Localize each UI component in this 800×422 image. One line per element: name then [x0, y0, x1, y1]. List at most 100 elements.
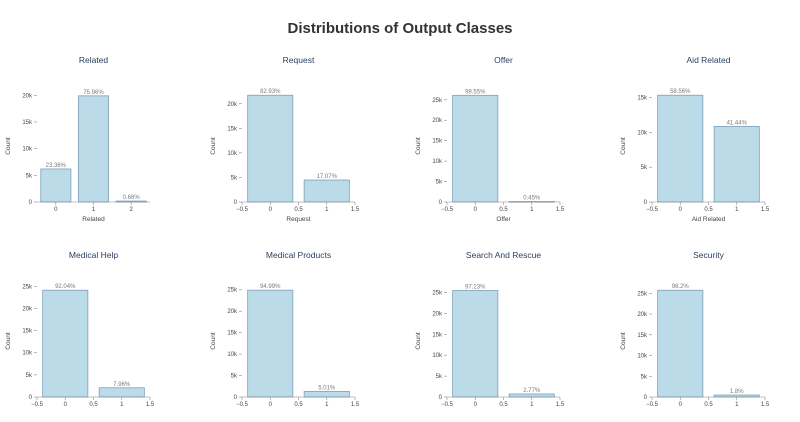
- x-tick-label: 1.5: [761, 207, 770, 213]
- bar: [452, 290, 499, 398]
- y-tick-label: 5k: [641, 374, 648, 380]
- x-tick-label: 1: [325, 402, 329, 408]
- chart-title: Aid Related: [687, 55, 731, 65]
- y-tick-label: 15k: [637, 96, 648, 102]
- y-tick-label: 20k: [227, 309, 238, 315]
- bar: [98, 387, 145, 398]
- chart-panel: Related 0 5k 10k 15k 20k Count 0 1 2 Related 23.36%…: [0, 45, 200, 227]
- x-tick-label: 0: [269, 402, 273, 408]
- y-tick-label: 25k: [432, 291, 443, 297]
- data-label: 97.23%: [465, 285, 486, 291]
- x-axis-label: Related: [82, 216, 105, 223]
- y-tick-label: 5k: [641, 165, 648, 171]
- data-label: 0.45%: [523, 196, 541, 202]
- y-tick-label: 10k: [432, 159, 443, 165]
- chart-title: Medical Products: [266, 250, 331, 260]
- y-tick-label: 5k: [26, 373, 33, 379]
- y-tick-label: 25k: [637, 291, 648, 297]
- y-tick-label: 0: [644, 200, 648, 206]
- chart-title: Related: [79, 55, 109, 65]
- x-tick-label: −0.5: [441, 402, 454, 408]
- x-tick-label: 0.5: [704, 402, 713, 408]
- y-axis-label: Count: [415, 332, 422, 350]
- data-label: 5.01%: [318, 385, 336, 391]
- x-tick-label: 0.5: [704, 207, 713, 213]
- y-tick-label: 0: [439, 395, 443, 401]
- y-tick-label: 20k: [22, 93, 33, 99]
- y-tick-label: 15k: [432, 139, 443, 145]
- data-label: 17.07%: [317, 174, 338, 180]
- y-tick-label: 10k: [637, 354, 648, 360]
- x-tick-label: −0.5: [236, 402, 249, 408]
- y-tick-label: 5k: [436, 374, 443, 380]
- bar: [713, 126, 760, 203]
- bar-chart: Medical Products 0 5k 10k 15k 20k 25k Count −0.5…: [210, 250, 360, 408]
- x-tick-label: 0: [474, 207, 478, 213]
- data-label: 92.04%: [55, 284, 76, 290]
- y-tick-label: 5k: [436, 180, 443, 186]
- y-tick-label: 10k: [432, 353, 443, 359]
- x-tick-label: 1.5: [556, 402, 565, 408]
- y-tick-label: 0: [644, 395, 648, 401]
- x-tick-label: 1: [325, 207, 329, 213]
- bar: [247, 289, 294, 398]
- x-tick-label: 1: [530, 402, 534, 408]
- x-tick-label: −0.5: [236, 207, 249, 213]
- x-tick-label: 0: [64, 402, 68, 408]
- chart-panel: Aid Related 0 5k 10k 15k Count −0.5 0 0.5 1 1.5 Aid…: [615, 45, 800, 227]
- y-axis-label: Count: [620, 332, 627, 350]
- data-label: 23.36%: [46, 163, 67, 169]
- y-tick-label: 15k: [227, 126, 238, 132]
- data-label: 2.77%: [523, 388, 541, 394]
- y-tick-label: 5k: [231, 175, 238, 181]
- x-tick-label: 1.5: [146, 402, 155, 408]
- bar: [508, 393, 555, 398]
- page-title: Distributions of Output Classes: [287, 20, 513, 37]
- data-label: 41.44%: [727, 120, 748, 126]
- chart-panel: Security 0 5k 10k 15k 20k 25k Count −0.5 0 0.5 1 1.5…: [615, 240, 800, 422]
- y-tick-label: 5k: [26, 173, 33, 179]
- y-tick-label: 20k: [432, 311, 443, 317]
- data-label: 98.2%: [672, 284, 690, 290]
- x-tick-label: 0.5: [294, 207, 303, 213]
- y-tick-label: 0: [439, 200, 443, 206]
- y-tick-label: 20k: [432, 118, 443, 124]
- data-label: 99.55%: [465, 89, 486, 95]
- y-tick-label: 10k: [227, 151, 238, 157]
- x-tick-label: 0.5: [294, 402, 303, 408]
- x-tick-label: 1.5: [351, 402, 360, 408]
- data-label: 58.56%: [670, 89, 691, 95]
- chart-panel: Medical Products 0 5k 10k 15k 20k 25k Count −0.5…: [205, 240, 405, 422]
- data-label: 1.8%: [730, 389, 744, 395]
- x-tick-label: −0.5: [31, 402, 44, 408]
- y-tick-label: 25k: [227, 288, 238, 294]
- y-tick-label: 0: [234, 200, 238, 206]
- y-axis-label: Count: [5, 137, 12, 155]
- y-tick-label: 10k: [637, 130, 648, 136]
- x-tick-label: 1: [92, 207, 96, 213]
- bar-chart: Related 0 5k 10k 15k 20k Count 0 1 2 Related 23.36%…: [5, 55, 150, 223]
- data-label: 94.99%: [260, 284, 281, 290]
- x-tick-label: 0: [679, 402, 683, 408]
- x-tick-label: 1: [735, 402, 739, 408]
- chart-title: Request: [283, 55, 315, 65]
- y-tick-label: 25k: [22, 284, 33, 290]
- x-tick-label: −0.5: [646, 402, 659, 408]
- y-tick-label: 15k: [22, 329, 33, 335]
- x-tick-label: 1: [735, 207, 739, 213]
- x-axis-label: Offer: [496, 216, 511, 223]
- x-tick-label: −0.5: [441, 207, 454, 213]
- y-axis-label: Count: [620, 137, 627, 155]
- bar: [247, 94, 294, 203]
- chart-panel: Search And Rescue 0 5k 10k 15k 20k 25k Count −0.…: [410, 240, 610, 422]
- bar: [452, 94, 499, 203]
- chart-title: Search And Rescue: [466, 250, 541, 260]
- y-tick-label: 20k: [227, 102, 238, 108]
- data-label: 0.68%: [123, 195, 141, 201]
- x-tick-label: 0: [679, 207, 683, 213]
- y-axis-label: Count: [210, 332, 217, 350]
- y-axis-label: Count: [415, 137, 422, 155]
- y-tick-label: 15k: [227, 331, 238, 337]
